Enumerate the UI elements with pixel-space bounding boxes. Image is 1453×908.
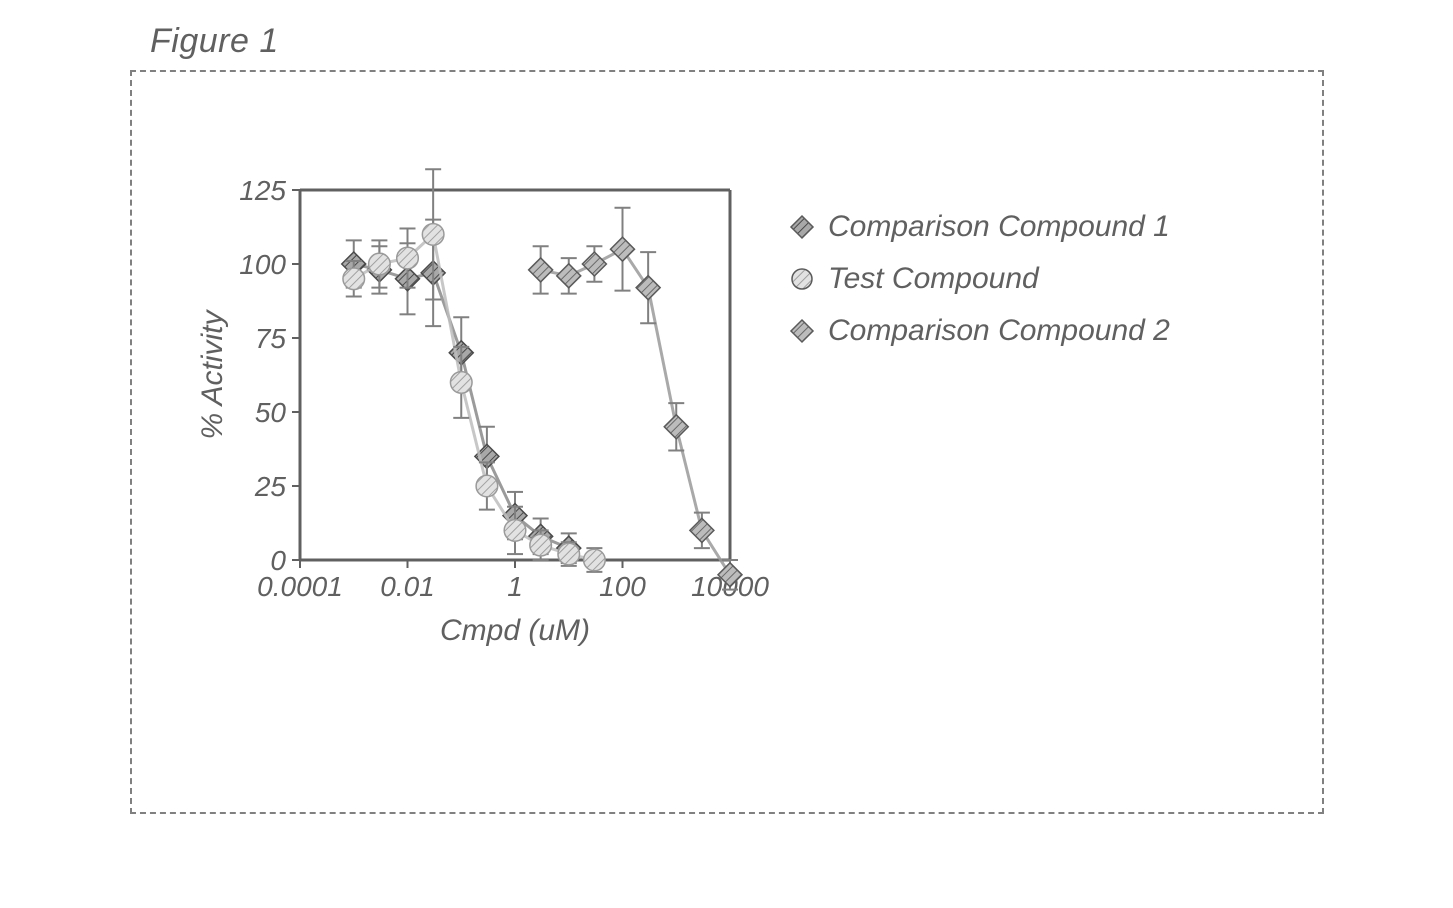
svg-text:125: 125 xyxy=(239,175,286,206)
legend-item: Comparison Compound 1 xyxy=(790,210,1170,244)
legend-item: Comparison Compound 2 xyxy=(790,314,1170,348)
svg-text:100: 100 xyxy=(599,571,646,602)
diamond-icon xyxy=(790,319,814,343)
dot-icon xyxy=(790,267,814,291)
legend-label: Comparison Compound 2 xyxy=(828,314,1170,348)
svg-text:25: 25 xyxy=(254,471,287,502)
svg-text:1: 1 xyxy=(507,571,523,602)
legend-item: Test Compound xyxy=(790,262,1170,296)
svg-text:Cmpd (uM): Cmpd (uM) xyxy=(440,614,590,647)
svg-text:75: 75 xyxy=(255,323,287,354)
svg-text:100: 100 xyxy=(239,249,286,280)
legend-label: Test Compound xyxy=(828,262,1039,296)
activity-chart: 02550751001250.00010.01110010000Cmpd (uM… xyxy=(0,0,1453,908)
diamond-icon xyxy=(790,215,814,239)
legend-label: Comparison Compound 1 xyxy=(828,210,1170,244)
svg-text:% Activity: % Activity xyxy=(196,309,229,440)
svg-text:50: 50 xyxy=(255,397,287,428)
legend: Comparison Compound 1 Test Compound Compar… xyxy=(790,210,1170,366)
svg-text:0.0001: 0.0001 xyxy=(257,571,343,602)
svg-text:0.01: 0.01 xyxy=(380,571,435,602)
page: { "title": "Figure 1", "title_pos": {"le… xyxy=(0,0,1453,908)
